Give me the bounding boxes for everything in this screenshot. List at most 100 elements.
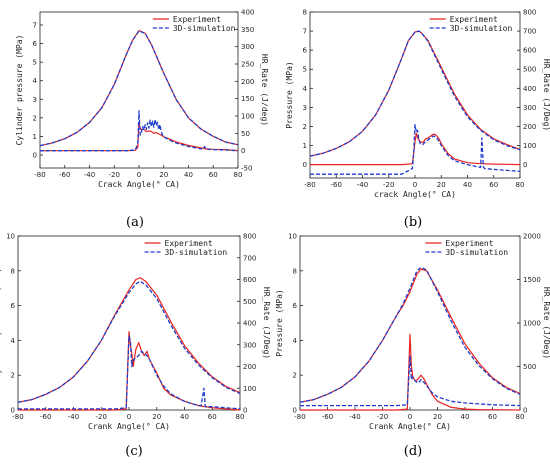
x-tick-label: -80	[12, 413, 23, 421]
y-axis-label: cylinder pressure (MPa)	[0, 268, 2, 379]
y2-tick-label: 50	[241, 130, 250, 138]
chart-panel-3: -80 -60 -40 -20 0 20 40 60 800246810010020030040…	[0, 233, 271, 460]
simulation-heat-release-line	[300, 355, 521, 407]
y2-tick-label: 800	[243, 233, 256, 241]
y2-axis-label: HR_Rate (J/Deg)	[542, 287, 550, 359]
x-tick-label: 20	[152, 413, 161, 421]
y2-tick-label: 700	[523, 28, 536, 36]
legend-label-simulation: 3D-simulation	[445, 248, 508, 257]
panel-label: (a)	[126, 215, 144, 230]
x-tick-label: -80	[294, 413, 305, 421]
y2-tick-label: 200	[243, 363, 256, 371]
experiment-pressure-line	[299, 268, 521, 403]
simulation-pressure-line	[299, 266, 521, 403]
y2-tick-label: 500	[523, 363, 536, 371]
x-tick-label: -60	[40, 413, 51, 421]
y-tick-label: 0	[33, 152, 37, 160]
x-axis-label: crack Angle(° CA)	[374, 190, 456, 199]
y2-tick-label: 400	[241, 9, 254, 17]
legend-label-experiment: Experiment	[165, 239, 213, 248]
x-tick-label: -60	[59, 171, 70, 179]
y2-tick-label: 1500	[523, 276, 541, 284]
y-tick-label: 0	[293, 407, 297, 415]
x-tick-label: 20	[437, 181, 446, 189]
legend-label-experiment: Experiment	[445, 239, 493, 248]
y-tick-label: 8	[303, 9, 307, 17]
experiment-heat-release-line	[310, 132, 521, 166]
x-tick-label: 40	[463, 181, 472, 189]
y-tick-label: 1	[33, 133, 37, 141]
x-tick-label: -40	[84, 171, 95, 179]
x-tick-label: -80	[34, 171, 45, 179]
y-axis-label: Pressure (MPa)	[275, 289, 284, 356]
y-tick-label: 10	[6, 233, 15, 241]
simulation-pressure-line	[39, 30, 239, 147]
y-tick-label: 6	[11, 302, 16, 310]
y2-tick-label: 0	[243, 407, 247, 415]
x-tick-label: 0	[413, 181, 417, 189]
x-tick-label: -80	[304, 181, 315, 189]
y2-tick-label: 1000	[523, 320, 541, 328]
y-tick-label: 2	[303, 123, 307, 131]
x-tick-label: -40	[68, 413, 79, 421]
chart-panel-1: -80 -60 -40 -20 0 20 40 60 80 0 1 2 3 4 5 6 7 -50 0 50 100 15…	[15, 9, 269, 231]
y-tick-label: 2	[11, 372, 15, 380]
x-tick-label: 0	[408, 413, 412, 421]
x-tick-label: -20	[383, 181, 394, 189]
panel-label: (d)	[404, 444, 422, 459]
x-tick-label: -20	[377, 413, 388, 421]
y2-tick-label: 300	[243, 341, 256, 349]
legend-label-experiment: Experiment	[173, 15, 221, 24]
legend-label-simulation: 3D-simulation	[165, 248, 228, 257]
y-tick-label: 3	[303, 104, 307, 112]
x-tick-label: 20	[433, 413, 442, 421]
x-tick-label: 40	[184, 171, 193, 179]
y-tick-label: 6	[293, 302, 298, 310]
x-tick-label: 60	[489, 181, 498, 189]
experiment-heat-release-line	[300, 333, 521, 411]
y-tick-label: 0	[303, 161, 307, 169]
y2-tick-label: 0	[523, 161, 527, 169]
y-tick-label: 2	[33, 114, 37, 122]
simulation-heat-release-line	[40, 110, 239, 152]
y2-tick-label: 150	[241, 95, 254, 103]
y2-tick-label: 250	[241, 61, 254, 69]
x-tick-label: -60	[322, 413, 333, 421]
y-tick-label: 2	[293, 372, 297, 380]
y2-axis-label: HR_Rate (J/Deg)	[542, 59, 550, 131]
plot-frame	[39, 11, 239, 169]
x-tick-label: -40	[357, 181, 368, 189]
y-tick-label: 8	[293, 267, 297, 275]
legend-label-experiment: Experiment	[450, 15, 498, 24]
chart-panel-4: -80 -60 -40 -20 0 20 40 60 800246810050010001500…	[275, 233, 550, 460]
y-axis-label: Pressure (MPa)	[285, 61, 294, 128]
y2-tick-label: 600	[243, 276, 256, 284]
experiment-pressure-line	[17, 277, 241, 403]
y2-tick-label: 600	[523, 47, 536, 55]
legend-label-simulation: 3D-simulation	[173, 24, 236, 33]
y-tick-label: 1	[303, 142, 307, 150]
y2-axis-label: HR_Rate (J/deg)	[260, 54, 269, 126]
x-tick-label: 40	[461, 413, 470, 421]
x-tick-label: 80	[516, 181, 525, 189]
y2-tick-label: 100	[243, 385, 256, 393]
x-tick-label: 80	[234, 171, 243, 179]
y2-tick-label: 800	[523, 9, 536, 17]
x-tick-label: -60	[331, 181, 342, 189]
y2-tick-label: 0	[523, 407, 527, 415]
x-tick-label: 80	[236, 413, 245, 421]
simulation-pressure-line	[17, 280, 241, 403]
x-tick-label: -20	[109, 171, 120, 179]
y-tick-label: 5	[33, 59, 37, 67]
x-axis-label: Crack Angle(° CA)	[98, 180, 180, 189]
panel-label: (b)	[404, 215, 422, 230]
x-tick-label: 80	[516, 413, 525, 421]
y-tick-label: 3	[33, 96, 37, 104]
y2-tick-label: 200	[523, 123, 536, 131]
y-tick-label: 4	[11, 337, 16, 345]
y-tick-label: 10	[288, 233, 297, 241]
y-tick-label: 0	[11, 407, 15, 415]
y-tick-label: 6	[33, 40, 38, 48]
y2-tick-label: 400	[523, 85, 536, 93]
